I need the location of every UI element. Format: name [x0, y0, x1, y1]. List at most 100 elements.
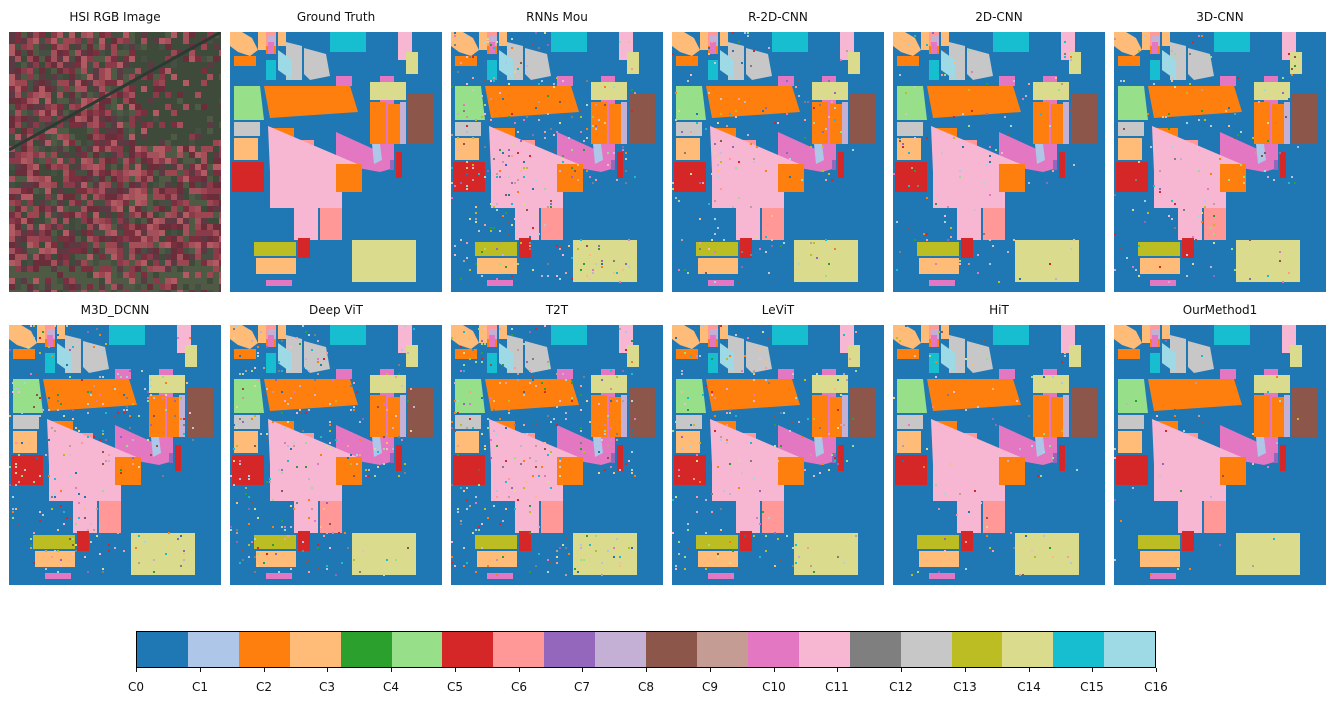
class-region [794, 533, 858, 575]
class-region [674, 455, 706, 485]
class-region [370, 375, 406, 393]
class-region [591, 395, 607, 437]
panel-title: OurMethod1 [1182, 303, 1258, 317]
class-region [451, 325, 479, 349]
class-region [45, 573, 71, 579]
class-region [370, 82, 406, 100]
class-region [830, 397, 842, 437]
class-region [929, 353, 939, 373]
class-region [1256, 437, 1266, 457]
class-region [617, 445, 623, 471]
class-region [591, 102, 607, 144]
colorbar-tick-label: C13 [953, 680, 977, 694]
colorbar-tick [264, 668, 265, 672]
map-canvas [230, 325, 442, 585]
map-canvas [672, 32, 884, 292]
classification-map [672, 325, 884, 585]
class-region [479, 32, 487, 50]
class-region [455, 138, 479, 160]
colorbar-tick-label: C0 [127, 680, 144, 694]
class-region [352, 240, 416, 282]
classification-map [1114, 32, 1326, 292]
class-region [390, 160, 394, 170]
class-region [961, 238, 973, 258]
colorbar-tick [965, 668, 966, 672]
colorbar-tick [901, 668, 902, 672]
class-region [893, 32, 921, 56]
class-region [921, 32, 929, 50]
class-region [762, 501, 784, 533]
class-region [838, 152, 844, 178]
class-region [268, 335, 274, 347]
map-canvas [230, 32, 442, 292]
class-region [400, 102, 406, 144]
class-region [234, 379, 264, 413]
class-region [372, 437, 382, 457]
colorbar-swatch [289, 632, 341, 667]
class-region [621, 395, 627, 437]
class-region [1069, 52, 1081, 74]
class-region [1033, 102, 1049, 144]
colorbar-tick [1092, 668, 1093, 672]
class-region [627, 345, 639, 367]
classification-map [230, 32, 442, 292]
class-region [519, 531, 531, 551]
misclassified-pixels [893, 32, 1075, 283]
class-region [627, 52, 639, 74]
class-region [1059, 445, 1065, 471]
class-region [1274, 453, 1278, 463]
class-region [676, 349, 698, 359]
class-region [388, 397, 400, 437]
class-region [268, 42, 274, 54]
class-region [927, 379, 1021, 411]
colorbar-tick [646, 668, 647, 672]
class-region [1033, 375, 1069, 393]
class-region [778, 457, 804, 485]
class-region [234, 349, 256, 359]
class-region [109, 325, 145, 345]
colorbar-swatch [340, 632, 392, 667]
colorbar-tick [391, 668, 392, 672]
panel-title: T2T [545, 303, 569, 317]
class-region [1292, 94, 1318, 144]
class-region [708, 573, 734, 579]
panel-title: Ground Truth [296, 10, 376, 24]
class-region [897, 86, 927, 120]
colorbar-swatch [849, 632, 901, 667]
class-region [455, 349, 477, 359]
class-region [1150, 573, 1176, 579]
class-region [838, 445, 844, 471]
class-region [525, 48, 551, 80]
class-region [1118, 56, 1140, 66]
class-region [812, 375, 848, 393]
class-region [115, 457, 141, 485]
class-region [1114, 32, 1142, 56]
colorbar-tick [519, 668, 520, 672]
class-region [814, 144, 824, 164]
colorbar-swatch [238, 632, 290, 667]
class-region [1116, 455, 1148, 485]
class-region [187, 387, 213, 437]
class-region [591, 375, 627, 393]
class-region [708, 280, 734, 286]
class-region [929, 60, 939, 80]
class-region [45, 353, 55, 373]
class-region [1063, 102, 1069, 144]
class-region [999, 164, 1025, 192]
class-region [611, 160, 615, 170]
class-region [897, 415, 923, 429]
misclassified-pixels [1114, 340, 1299, 576]
class-region [720, 325, 728, 339]
class-region [336, 457, 362, 485]
class-region [1290, 52, 1302, 74]
class-region [842, 395, 848, 437]
panel-title: M3D_DCNN [80, 303, 150, 317]
class-region [234, 122, 260, 136]
class-region [993, 32, 1029, 52]
classification-map [893, 325, 1105, 585]
class-region [320, 501, 342, 533]
colorbar-tick-label: C2 [255, 680, 272, 694]
class-region [1118, 379, 1148, 413]
class-region [455, 122, 481, 136]
misclassified-pixels [451, 325, 636, 576]
